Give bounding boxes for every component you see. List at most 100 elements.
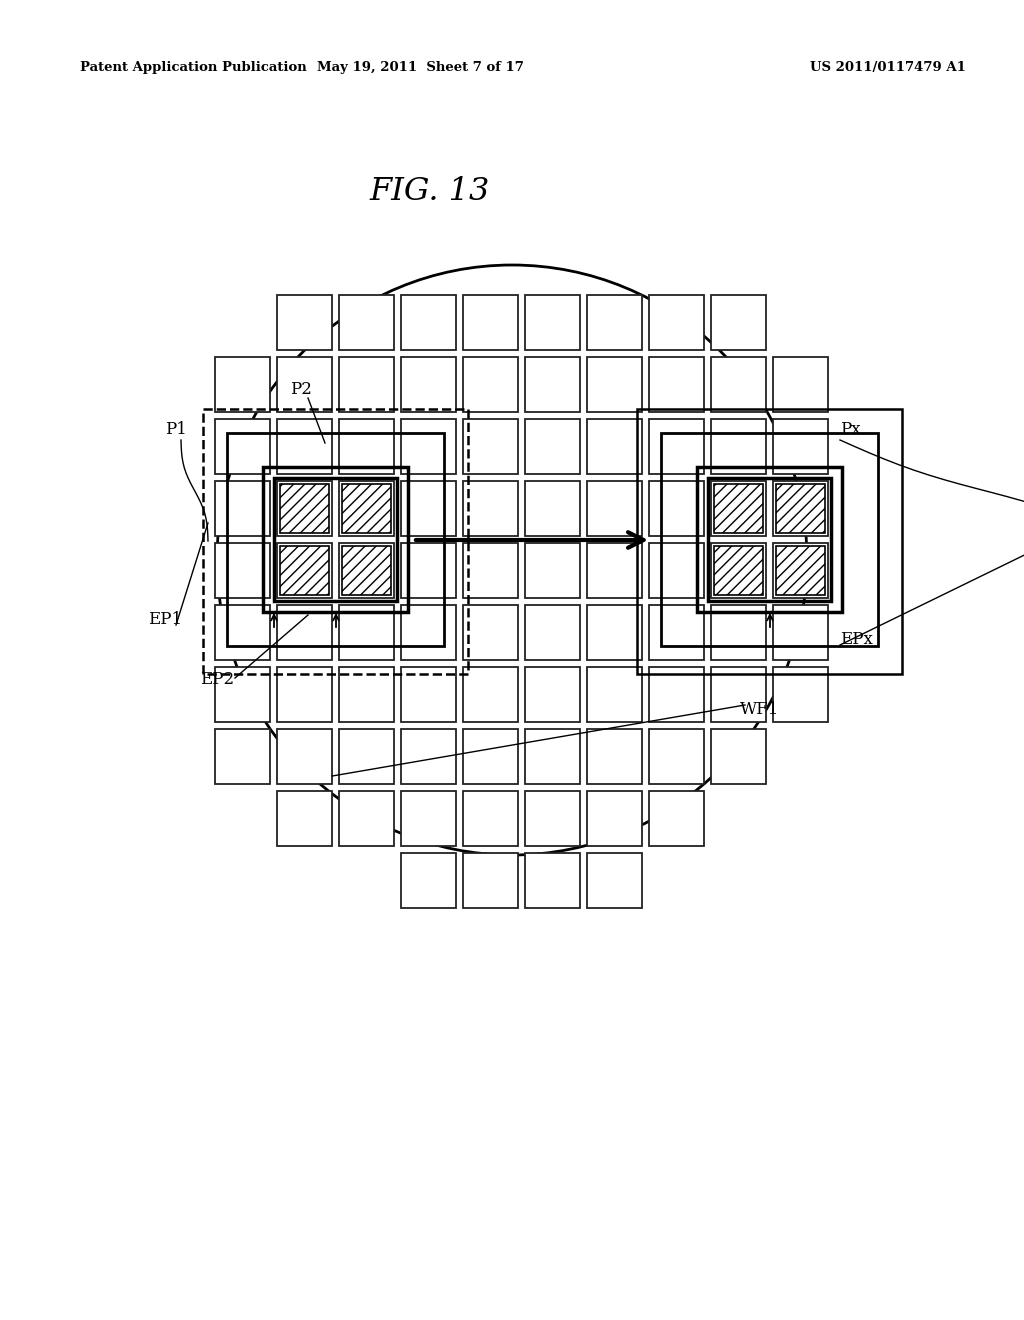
Bar: [342, 546, 391, 595]
Bar: [587, 791, 642, 846]
Bar: [463, 667, 518, 722]
Bar: [463, 605, 518, 660]
Bar: [215, 480, 270, 536]
Text: Patent Application Publication: Patent Application Publication: [80, 62, 307, 74]
Bar: [401, 294, 456, 350]
Bar: [773, 667, 828, 722]
Bar: [463, 418, 518, 474]
Text: WF1: WF1: [740, 701, 779, 718]
Bar: [401, 480, 456, 536]
Bar: [711, 294, 766, 350]
Bar: [401, 667, 456, 722]
Bar: [649, 729, 705, 784]
Bar: [711, 605, 766, 660]
Text: May 19, 2011  Sheet 7 of 17: May 19, 2011 Sheet 7 of 17: [316, 62, 523, 74]
Bar: [587, 853, 642, 908]
Bar: [215, 543, 270, 598]
Bar: [215, 667, 270, 722]
Bar: [711, 480, 766, 536]
Bar: [339, 356, 394, 412]
Bar: [525, 605, 580, 660]
Bar: [401, 729, 456, 784]
Bar: [649, 418, 705, 474]
Bar: [525, 356, 580, 412]
Bar: [401, 543, 456, 598]
Bar: [278, 605, 332, 660]
Bar: [773, 480, 828, 536]
Bar: [773, 605, 828, 660]
Bar: [587, 294, 642, 350]
Bar: [773, 543, 828, 598]
Bar: [278, 356, 332, 412]
Bar: [711, 667, 766, 722]
Bar: [714, 546, 763, 595]
Bar: [278, 667, 332, 722]
Bar: [339, 791, 394, 846]
Bar: [339, 667, 394, 722]
Bar: [278, 480, 332, 536]
Bar: [215, 605, 270, 660]
Bar: [711, 543, 766, 598]
Bar: [587, 667, 642, 722]
Bar: [278, 729, 332, 784]
Text: US 2011/0117479 A1: US 2011/0117479 A1: [810, 62, 966, 74]
Bar: [339, 729, 394, 784]
Bar: [587, 543, 642, 598]
Bar: [278, 418, 332, 474]
Text: EP1: EP1: [148, 611, 182, 628]
Bar: [711, 418, 766, 474]
Bar: [278, 791, 332, 846]
Bar: [263, 467, 408, 612]
Bar: [463, 791, 518, 846]
Bar: [773, 418, 828, 474]
Bar: [587, 605, 642, 660]
Bar: [463, 480, 518, 536]
Bar: [708, 478, 831, 601]
Bar: [342, 484, 391, 533]
Bar: [587, 418, 642, 474]
Bar: [525, 418, 580, 474]
Bar: [649, 605, 705, 660]
Bar: [339, 418, 394, 474]
Bar: [525, 543, 580, 598]
Bar: [278, 543, 332, 598]
Bar: [339, 543, 394, 598]
Bar: [649, 791, 705, 846]
Bar: [587, 356, 642, 412]
Bar: [525, 853, 580, 908]
Bar: [649, 356, 705, 412]
Bar: [401, 791, 456, 846]
Bar: [649, 480, 705, 536]
Bar: [649, 667, 705, 722]
Bar: [711, 356, 766, 412]
Bar: [649, 543, 705, 598]
Bar: [463, 543, 518, 598]
Bar: [215, 418, 270, 474]
Bar: [463, 294, 518, 350]
Bar: [525, 294, 580, 350]
Bar: [339, 294, 394, 350]
Text: P2: P2: [290, 381, 312, 399]
Bar: [215, 729, 270, 784]
Bar: [463, 356, 518, 412]
Text: Px: Px: [840, 421, 860, 438]
Bar: [773, 356, 828, 412]
Bar: [525, 729, 580, 784]
Bar: [637, 409, 902, 675]
Bar: [203, 409, 468, 675]
Bar: [339, 480, 394, 536]
Bar: [587, 480, 642, 536]
Bar: [401, 356, 456, 412]
Bar: [227, 433, 444, 645]
Bar: [711, 729, 766, 784]
Bar: [649, 294, 705, 350]
Bar: [525, 667, 580, 722]
Bar: [280, 484, 329, 533]
Bar: [339, 605, 394, 660]
Text: EP2: EP2: [200, 672, 234, 689]
Bar: [278, 294, 332, 350]
Bar: [776, 484, 825, 533]
Text: EPx: EPx: [840, 631, 872, 648]
Bar: [587, 729, 642, 784]
Bar: [280, 546, 329, 595]
